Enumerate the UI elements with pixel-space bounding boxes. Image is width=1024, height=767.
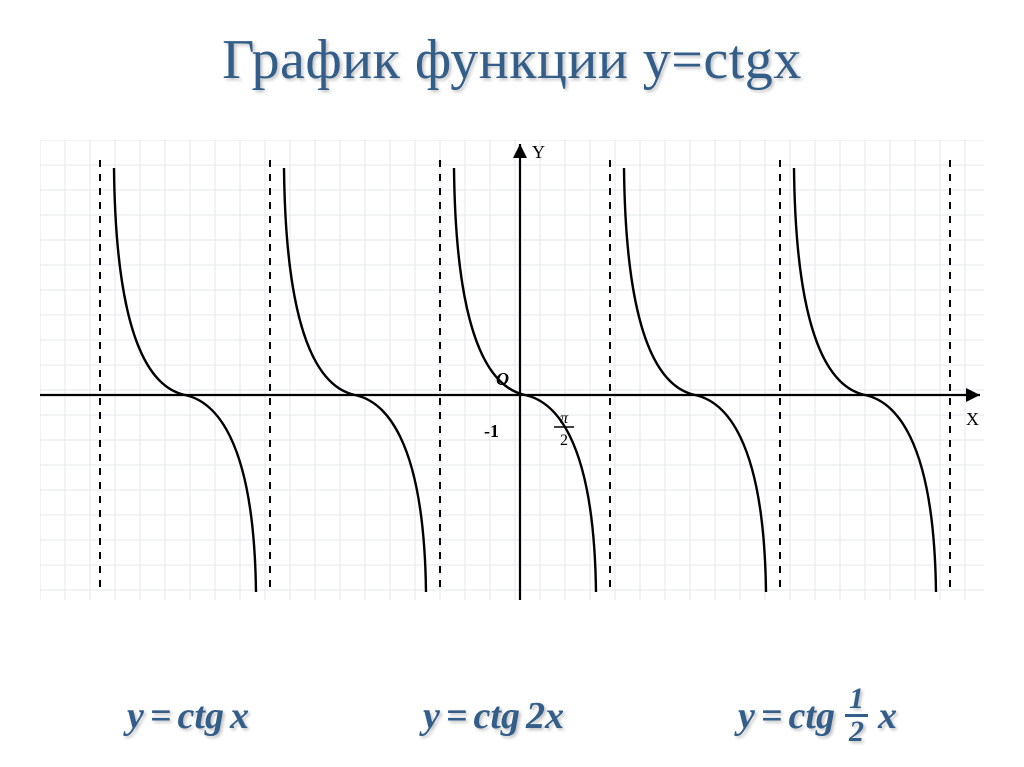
fraction-num: 1 bbox=[845, 684, 868, 717]
var-y: y bbox=[738, 694, 755, 738]
svg-text:O: O bbox=[496, 369, 509, 389]
page-title: График функции y=ctgx bbox=[0, 0, 1024, 92]
equals: = bbox=[150, 694, 172, 738]
fraction-one-half: 1 2 bbox=[845, 684, 868, 747]
cotangent-plot: Y X O -1 π 2 bbox=[40, 140, 984, 600]
fraction-den: 2 bbox=[845, 717, 868, 747]
svg-text:π: π bbox=[560, 410, 569, 427]
svg-text:-1: -1 bbox=[484, 421, 499, 441]
arg-2x: 2x bbox=[526, 694, 564, 738]
svg-text:Y: Y bbox=[532, 142, 545, 162]
svg-text:2: 2 bbox=[560, 432, 568, 449]
formula-ctg-half-x: y = ctg 1 2 x bbox=[738, 684, 897, 747]
plot-container: Y X O -1 π 2 bbox=[40, 140, 984, 600]
equals: = bbox=[761, 694, 783, 738]
slide: График функции y=ctgx Y X O -1 π 2 y = ctg x … bbox=[0, 0, 1024, 767]
var-y: y bbox=[127, 694, 144, 738]
formula-ctg-2x: y = ctg 2x bbox=[423, 694, 564, 738]
formula-ctg-x: y = ctg x bbox=[127, 694, 249, 738]
var-y: y bbox=[423, 694, 440, 738]
arg-x: x bbox=[230, 694, 249, 738]
arg-x: x bbox=[878, 694, 897, 738]
func-ctg: ctg bbox=[789, 694, 835, 738]
formula-row: y = ctg x y = ctg 2x y = ctg 1 2 x bbox=[0, 684, 1024, 747]
func-ctg: ctg bbox=[474, 694, 520, 738]
equals: = bbox=[446, 694, 468, 738]
func-ctg: ctg bbox=[178, 694, 224, 738]
svg-text:X: X bbox=[966, 409, 979, 429]
